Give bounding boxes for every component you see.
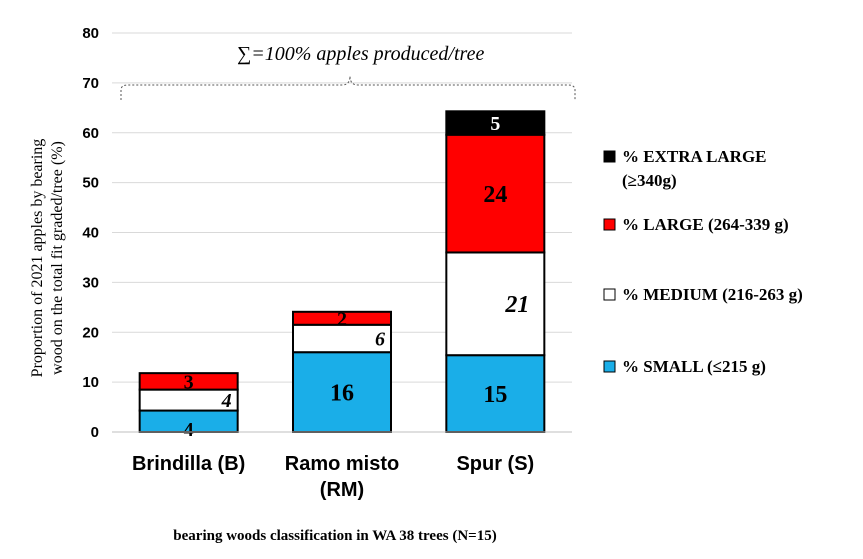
data-label: 2 — [337, 308, 347, 330]
legend-swatch — [603, 288, 616, 301]
data-label: 21 — [504, 292, 529, 318]
gridlines — [112, 32, 572, 383]
data-label: 3 — [184, 371, 194, 393]
y-axis-label: Proportion of 2021 apples by bearing wood… — [29, 139, 66, 378]
y-tick-label: 30 — [82, 274, 99, 291]
y-tick-label: 20 — [82, 324, 99, 341]
category-label: Ramo misto — [285, 453, 399, 475]
bar-segment — [445, 251, 546, 357]
category-label: Brindilla (B) — [132, 453, 245, 475]
data-label: 4 — [184, 419, 194, 441]
y-tick-label: 60 — [82, 125, 99, 142]
y-tick-label: 50 — [82, 175, 99, 192]
annotation: ∑=100% apples produced/tree — [120, 43, 576, 100]
y-axis: 0 10 20 30 40 50 60 70 80 — [82, 25, 99, 441]
data-label: 16 — [330, 381, 354, 407]
legend-label: % LARGE (264-339 g) — [622, 215, 789, 234]
y-tick-label: 40 — [82, 225, 99, 242]
y-axis-label-line: wood on the total fit graded/tree (%) — [49, 141, 66, 375]
bar-segment — [445, 110, 546, 136]
annotation-brace — [120, 75, 576, 100]
bar-segment — [292, 323, 392, 354]
legend-swatch — [603, 218, 616, 231]
legend: % EXTRA LARGE (≥340g) % LARGE (264-339 g)%… — [603, 147, 803, 376]
legend-label: % SMALL (≤215 g) — [622, 357, 766, 376]
y-axis-label-line: Proportion of 2021 apples by bearing — [29, 139, 46, 378]
y-tick-label: 80 — [82, 25, 99, 42]
data-label: 24 — [483, 182, 507, 208]
category-label: Spur (S) — [456, 453, 534, 475]
x-axis: Brindilla (B) Ramo misto (RM) Spur (S) — [112, 431, 572, 501]
y-tick-label: 70 — [82, 75, 99, 92]
legend-swatch — [603, 360, 616, 373]
data-label: 15 — [483, 382, 507, 408]
bar-segment — [292, 310, 392, 326]
bars: 4 4 3 16 6 2 15 21 24 5 — [138, 110, 546, 441]
legend-label: % EXTRA LARGE — [622, 147, 767, 166]
y-tick-label: 0 — [91, 424, 99, 441]
data-label: 5 — [490, 113, 500, 135]
data-label: 4 — [221, 390, 232, 412]
annotation-text: ∑=100% apples produced/tree — [237, 43, 484, 65]
category-label: (RM) — [320, 479, 364, 501]
bar-segment — [138, 372, 239, 391]
bar-segment — [292, 351, 392, 434]
data-label: 6 — [375, 328, 385, 350]
bar-segment — [445, 354, 546, 434]
legend-label: (≥340g) — [622, 171, 677, 190]
y-tick-label: 10 — [82, 374, 99, 391]
legend-label: % MEDIUM (216-263 g) — [622, 285, 803, 304]
x-axis-title: bearing woods classification in WA 38 tr… — [173, 528, 496, 544]
bar-segment — [445, 133, 546, 254]
legend-swatch — [603, 150, 616, 163]
